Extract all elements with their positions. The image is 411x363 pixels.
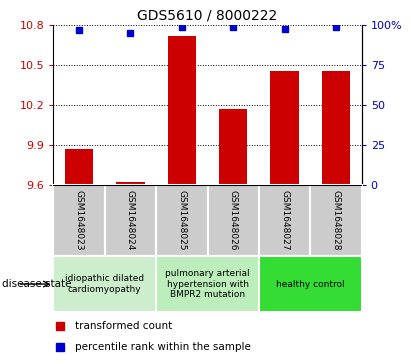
Bar	[53, 185, 105, 256]
Bar	[322, 71, 350, 185]
Title: GDS5610 / 8000222: GDS5610 / 8000222	[137, 9, 278, 23]
Bar	[270, 71, 299, 185]
Bar	[168, 36, 196, 185]
Text: GSM1648027: GSM1648027	[280, 190, 289, 250]
Bar	[259, 185, 310, 256]
Bar	[310, 185, 362, 256]
Text: transformed count: transformed count	[75, 321, 172, 331]
Bar	[259, 256, 362, 312]
Bar	[65, 149, 93, 185]
Bar	[116, 183, 145, 185]
Text: idiopathic dilated
cardiomyopathy: idiopathic dilated cardiomyopathy	[65, 274, 144, 294]
Text: GSM1648026: GSM1648026	[229, 190, 238, 250]
Bar	[208, 185, 259, 256]
Text: pulmonary arterial
hypertension with
BMPR2 mutation: pulmonary arterial hypertension with BMP…	[165, 269, 250, 299]
Text: healthy control: healthy control	[276, 280, 344, 289]
Text: disease state: disease state	[2, 279, 72, 289]
Text: GSM1648024: GSM1648024	[126, 190, 135, 250]
Text: GSM1648028: GSM1648028	[332, 190, 340, 250]
Bar	[105, 185, 156, 256]
Text: percentile rank within the sample: percentile rank within the sample	[75, 342, 251, 352]
Text: GSM1648023: GSM1648023	[75, 190, 83, 250]
Bar	[53, 256, 156, 312]
Bar	[156, 185, 208, 256]
Bar	[156, 256, 259, 312]
Text: GSM1648025: GSM1648025	[178, 190, 186, 250]
Bar	[219, 109, 247, 185]
